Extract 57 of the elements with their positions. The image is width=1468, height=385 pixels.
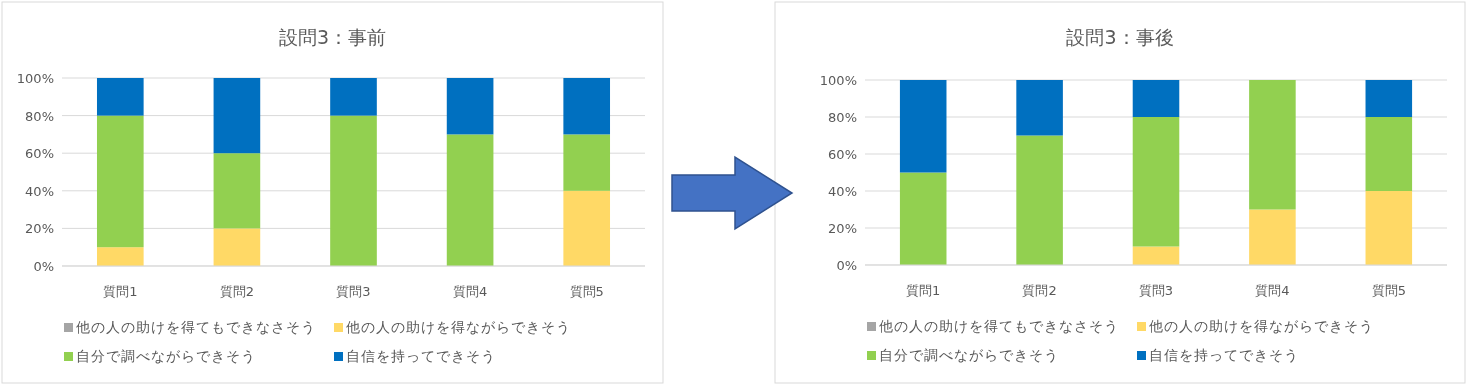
x-tick-label: 質問4: [1255, 283, 1290, 298]
bar: [563, 134, 611, 191]
bar: [213, 153, 261, 229]
bar: [96, 247, 144, 266]
y-tick-label: 20%: [25, 221, 54, 237]
x-tick-label: 質問3: [336, 284, 371, 299]
chart-title: 設問3：事後: [1066, 26, 1174, 48]
bar: [899, 172, 947, 265]
x-tick-label: 質問1: [103, 284, 138, 299]
bar: [330, 78, 377, 116]
bar: [330, 115, 377, 266]
bar: [1365, 117, 1413, 191]
y-tick-label: 0%: [836, 258, 857, 273]
x-tick-label: 質問5: [569, 284, 604, 299]
legend-label: 他の人の助けを得てもできなさそう: [76, 319, 316, 335]
x-tick-label: 質問4: [452, 284, 488, 299]
legend-label: 自信を持ってできそう: [1149, 347, 1299, 363]
y-tick-label: 0%: [33, 259, 54, 274]
bar: [1132, 246, 1180, 265]
bar: [1365, 191, 1413, 265]
x-tick-label: 質問3: [1138, 283, 1174, 298]
chart-title: 設問3：事前: [278, 26, 387, 48]
legend-label: 他の人の助けを得てもできなさそう: [879, 318, 1119, 334]
y-tick-label: 40%: [25, 183, 54, 199]
bar: [563, 190, 611, 266]
y-tick-label: 100%: [819, 73, 857, 88]
x-tick-label: 質問2: [1022, 283, 1057, 298]
legend-label: 他の人の助けを得ながらできそう: [346, 319, 571, 335]
bar: [1016, 80, 1063, 136]
bar: [96, 78, 144, 116]
y-tick-label: 80%: [25, 108, 54, 124]
bar: [213, 228, 261, 266]
y-tick-label: 80%: [828, 110, 857, 125]
legend-label: 他の人の助けを得ながらできそう: [1149, 318, 1374, 334]
bar: [899, 80, 947, 173]
bar: [446, 78, 494, 135]
y-tick-label: 20%: [828, 221, 857, 236]
legend-label: 自分で調べながらできそう: [879, 347, 1059, 363]
bar: [446, 134, 494, 266]
y-tick-label: 100%: [16, 71, 54, 86]
x-tick-label: 質問1: [906, 283, 941, 298]
x-tick-label: 質問2: [219, 284, 255, 299]
bar: [1365, 80, 1413, 117]
bar: [1132, 80, 1180, 117]
bar: [1249, 209, 1296, 265]
bar: [213, 78, 261, 154]
bar: [563, 78, 611, 135]
bar: [1132, 117, 1180, 247]
bar: [1249, 80, 1296, 210]
y-tick-label: 60%: [828, 147, 857, 162]
bar: [1016, 135, 1063, 265]
x-tick-label: 質問5: [1371, 283, 1406, 298]
legend-label: 自分で調べながらできそう: [76, 348, 256, 364]
y-tick-label: 40%: [828, 184, 857, 199]
bar: [96, 115, 144, 248]
legend-label: 自信を持ってできそう: [346, 348, 496, 364]
y-tick-label: 60%: [25, 146, 54, 162]
